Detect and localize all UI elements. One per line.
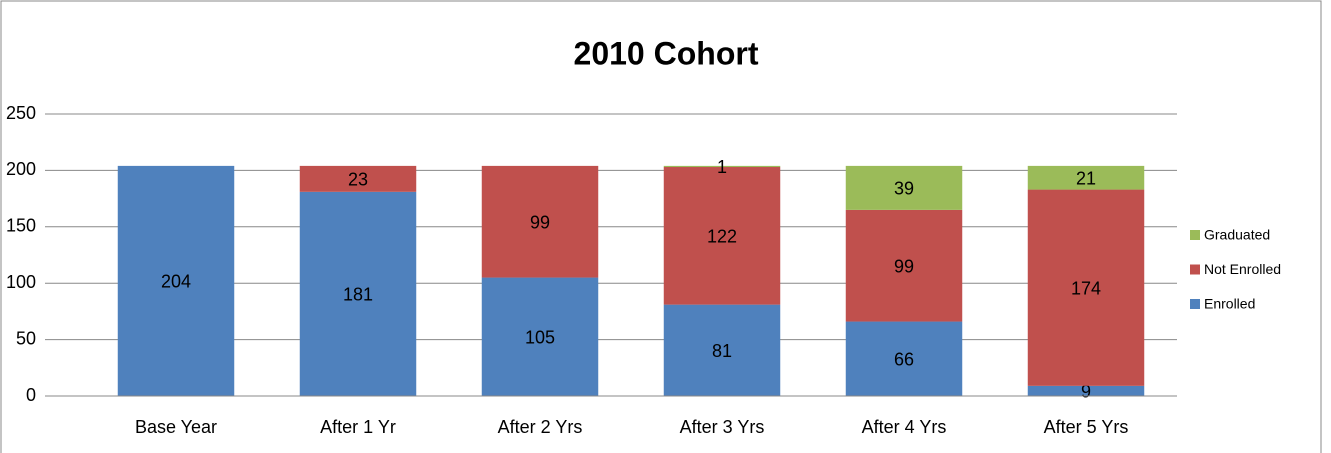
x-tick-label: After 2 Yrs [498, 417, 583, 437]
data-label: 66 [894, 350, 914, 370]
y-tick-label: 250 [6, 103, 36, 123]
legend-swatch [1190, 264, 1200, 275]
bar-segment [663, 304, 781, 396]
y-tick-label: 150 [6, 216, 36, 236]
bar-segment [845, 165, 963, 210]
bar-segment [663, 165, 781, 168]
data-label: 81 [712, 341, 732, 361]
x-tick-label: After 1 Yr [320, 417, 396, 437]
bar-segment [299, 191, 417, 396]
data-label: 39 [894, 179, 914, 199]
data-label: 99 [530, 212, 550, 232]
y-tick-label: 0 [26, 385, 36, 405]
bar-segment [299, 165, 417, 192]
bar-segment [1027, 165, 1145, 190]
y-tick-label: 100 [6, 272, 36, 292]
data-label: 181 [343, 285, 373, 305]
bar-segment [845, 209, 963, 322]
legend-swatch [1190, 230, 1200, 240]
data-label: 122 [707, 227, 737, 247]
bar-segment [117, 165, 235, 396]
data-label: 204 [161, 272, 191, 292]
legend-swatch [1190, 299, 1200, 309]
y-tick-label: 50 [16, 328, 36, 348]
legend-label: Not Enrolled [1204, 261, 1281, 277]
bar-segment [663, 167, 781, 305]
data-label: 21 [1076, 168, 1096, 188]
data-label: 23 [348, 170, 368, 190]
data-label: 105 [525, 328, 555, 348]
bar-segment [1027, 385, 1145, 396]
bar-segment [1027, 189, 1145, 386]
x-tick-label: Base Year [135, 417, 217, 437]
bar-segment [481, 165, 599, 278]
data-label: 1 [717, 157, 727, 177]
bar-segment [481, 277, 599, 396]
data-label: 9 [1081, 382, 1091, 402]
legend-label: Graduated [1204, 227, 1270, 243]
data-label: 174 [1071, 278, 1101, 298]
data-label: 99 [894, 256, 914, 276]
x-tick-label: After 3 Yrs [680, 417, 765, 437]
x-tick-label: After 5 Yrs [1044, 417, 1129, 437]
x-tick-label: After 4 Yrs [862, 417, 947, 437]
bar-segment [845, 321, 963, 396]
legend-label: Enrolled [1204, 296, 1255, 312]
y-tick-label: 200 [6, 159, 36, 179]
chart-title: 2010 Cohort [574, 35, 759, 71]
